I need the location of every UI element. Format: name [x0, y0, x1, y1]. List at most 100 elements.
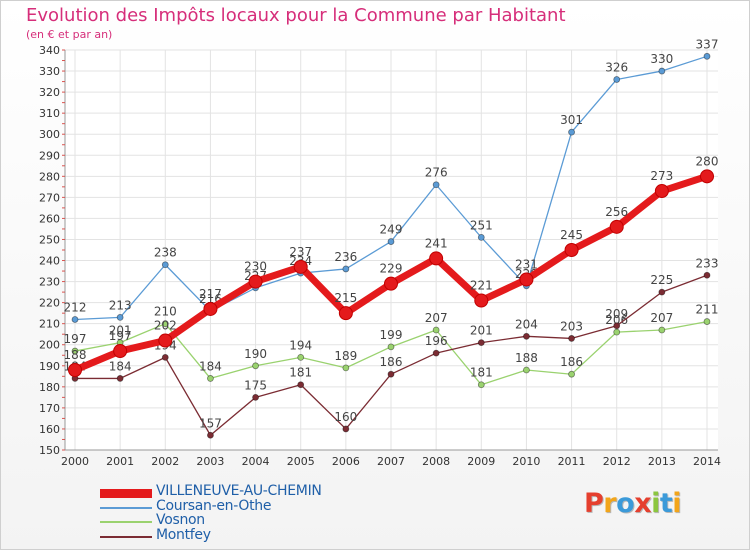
- data-label-vosnon: 190: [244, 347, 267, 361]
- y-tick-label: 260: [39, 212, 60, 225]
- data-label-montfey: 225: [650, 273, 673, 287]
- y-tick-label: 290: [39, 149, 60, 162]
- data-point-villeneuve-au-chemin: [113, 344, 128, 359]
- data-label-vosnon: 207: [425, 311, 448, 325]
- data-label-vosnon: 188: [515, 351, 538, 365]
- legend-label: VILLENEUVE-AU-CHEMIN: [156, 483, 322, 499]
- data-label-villeneuve-au-chemin: 197: [109, 329, 132, 343]
- chart-subtitle: (en € et par an): [26, 28, 113, 41]
- x-tick-label: 2002: [151, 455, 179, 468]
- data-label-vosnon: 210: [154, 305, 177, 319]
- data-point-montfey: [342, 425, 350, 433]
- data-point-villeneuve-au-chemin: [248, 274, 263, 289]
- data-point-vosnon: [297, 353, 305, 361]
- data-label-montfey: 181: [289, 366, 312, 380]
- data-point-montfey: [387, 370, 395, 378]
- data-label-villeneuve-au-chemin: 237: [289, 245, 312, 259]
- data-label-montfey: 233: [696, 256, 719, 270]
- data-label-montfey: 175: [244, 378, 267, 392]
- data-point-vosnon: [477, 381, 485, 389]
- data-label-montfey: 201: [470, 324, 493, 338]
- data-label-vosnon: 181: [470, 366, 493, 380]
- legend-label: Coursan-en-Othe: [156, 497, 272, 514]
- data-point-coursan-en-othe: [477, 233, 485, 241]
- data-label-villeneuve-au-chemin: 221: [470, 279, 493, 293]
- data-label-villeneuve-au-chemin: 202: [154, 319, 177, 333]
- data-point-montfey: [161, 353, 169, 361]
- y-tick-label: 280: [39, 170, 60, 183]
- data-point-villeneuve-au-chemin: [519, 272, 534, 287]
- data-label-villeneuve-au-chemin: 280: [696, 154, 719, 168]
- data-label-montfey: 186: [380, 355, 403, 369]
- data-point-coursan-en-othe: [116, 313, 124, 321]
- y-tick-label: 190: [39, 360, 60, 373]
- chart-title: Evolution des Impôts locaux pour la Comm…: [26, 5, 566, 26]
- legend-swatch: [100, 506, 152, 509]
- data-label-villeneuve-au-chemin: 229: [380, 262, 403, 276]
- data-label-vosnon: 184: [199, 359, 222, 373]
- data-label-vosnon: 201: [109, 324, 132, 338]
- data-label-vosnon: 194: [289, 338, 312, 352]
- data-point-vosnon: [71, 347, 79, 355]
- data-point-montfey: [207, 431, 214, 439]
- data-point-coursan-en-othe: [703, 52, 711, 60]
- y-tick-label: 310: [39, 107, 60, 120]
- x-tick-label: 2007: [377, 455, 405, 468]
- data-label-villeneuve-au-chemin: 245: [560, 228, 583, 242]
- data-point-villeneuve-au-chemin: [158, 333, 173, 348]
- y-tick-label: 210: [39, 318, 60, 331]
- proxiti-logo: Proxiti: [584, 488, 682, 519]
- y-tick-label: 150: [39, 444, 60, 457]
- data-point-vosnon: [568, 370, 575, 378]
- x-tick-label: 2000: [61, 455, 89, 468]
- data-point-coursan-en-othe: [568, 128, 575, 136]
- data-label-vosnon: 199: [380, 328, 403, 342]
- y-tick-label: 220: [39, 297, 60, 310]
- x-tick-label: 2009: [467, 455, 495, 468]
- data-point-vosnon: [207, 375, 214, 382]
- data-point-villeneuve-au-chemin: [564, 243, 579, 257]
- x-tick-label: 2001: [106, 455, 134, 468]
- data-label-villeneuve-au-chemin: 256: [605, 205, 628, 219]
- data-point-coursan-en-othe: [658, 67, 666, 75]
- y-tick-label: 160: [39, 423, 60, 436]
- data-point-villeneuve-au-chemin: [429, 251, 444, 266]
- data-label-montfey: 184: [109, 359, 132, 373]
- data-label-coursan-en-othe: 249: [380, 223, 403, 237]
- legend-swatch: [100, 521, 152, 523]
- data-point-vosnon: [387, 343, 395, 351]
- data-point-montfey: [703, 271, 711, 279]
- data-label-vosnon: 207: [650, 311, 673, 325]
- data-point-montfey: [116, 375, 124, 382]
- x-tick-label: 2011: [558, 455, 586, 468]
- x-tick-label: 2010: [512, 455, 540, 468]
- data-label-coursan-en-othe: 337: [696, 37, 719, 51]
- data-point-villeneuve-au-chemin: [203, 301, 218, 316]
- data-label-coursan-en-othe: 276: [425, 166, 448, 180]
- x-tick-label: 2003: [196, 455, 224, 468]
- data-point-montfey: [477, 339, 485, 347]
- y-tick-label: 270: [39, 191, 60, 204]
- y-tick-label: 320: [39, 86, 60, 99]
- y-tick-label: 180: [39, 381, 60, 394]
- data-label-villeneuve-au-chemin: 230: [244, 260, 267, 274]
- data-point-villeneuve-au-chemin: [338, 306, 353, 321]
- data-point-villeneuve-au-chemin: [700, 169, 714, 184]
- data-point-vosnon: [523, 366, 530, 374]
- y-tick-label: 170: [39, 402, 60, 415]
- data-label-coursan-en-othe: 236: [334, 250, 357, 264]
- data-label-villeneuve-au-chemin: 188: [64, 348, 87, 362]
- data-point-coursan-en-othe: [342, 265, 350, 273]
- data-label-vosnon: 186: [560, 355, 583, 369]
- x-tick-label: 2008: [422, 455, 450, 468]
- legend-label: Montfey: [156, 526, 211, 543]
- data-point-villeneuve-au-chemin: [68, 363, 82, 377]
- data-point-coursan-en-othe: [71, 316, 79, 323]
- data-point-coursan-en-othe: [432, 181, 440, 189]
- y-tick-label: 340: [39, 44, 60, 57]
- data-label-coursan-en-othe: 326: [605, 60, 628, 74]
- data-point-coursan-en-othe: [161, 261, 169, 269]
- data-label-coursan-en-othe: 213: [109, 298, 132, 312]
- data-label-montfey: 160: [334, 410, 357, 424]
